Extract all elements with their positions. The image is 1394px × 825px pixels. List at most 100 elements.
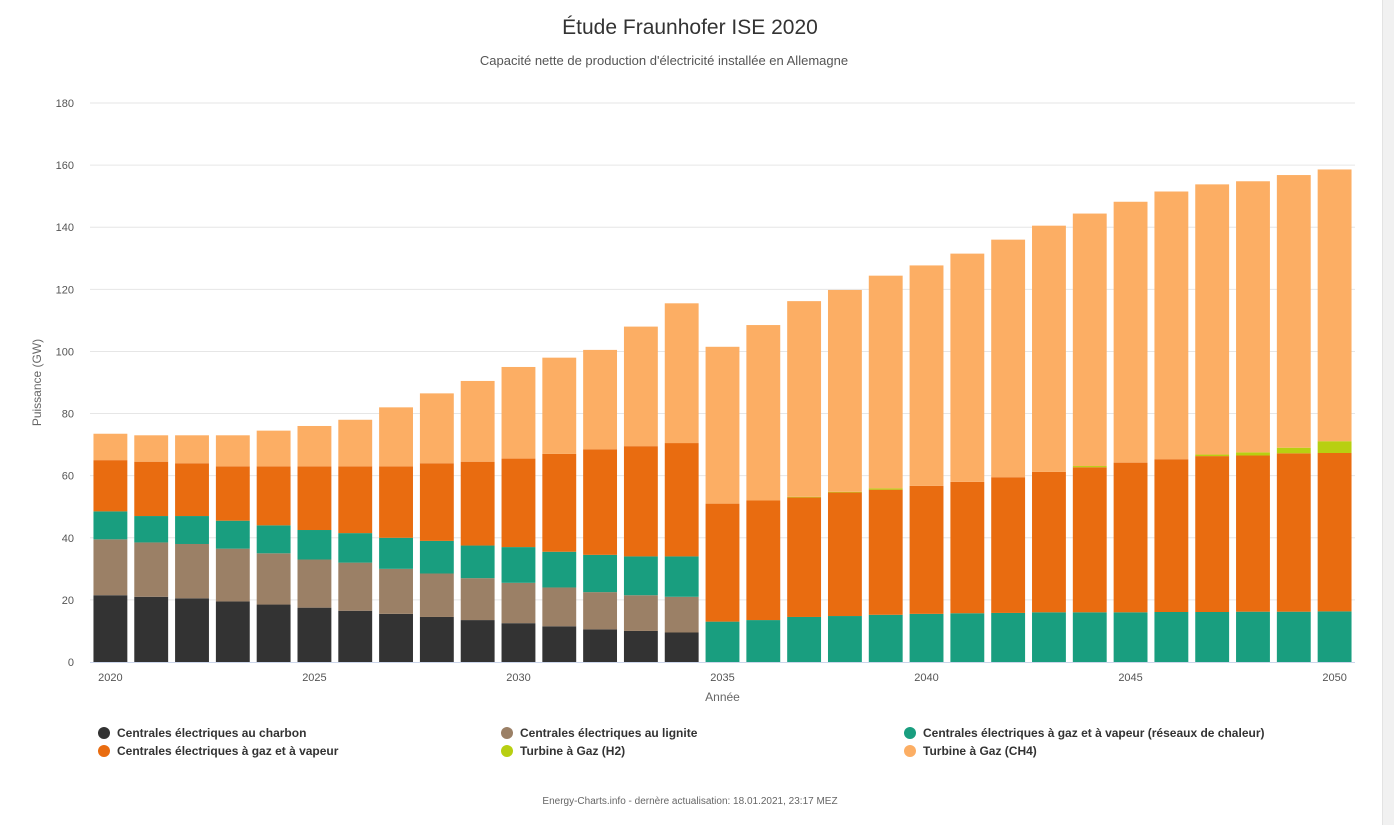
bar-segment[interactable] [175,435,209,464]
bar-segment[interactable] [1032,612,1066,662]
bar-segment[interactable] [1154,459,1189,613]
bar-segment[interactable] [419,393,454,464]
bar-segment[interactable] [623,556,658,596]
bar-segment[interactable] [1072,213,1107,467]
bar-segment[interactable] [338,562,373,611]
bar-segment[interactable] [93,595,128,662]
bar-segment[interactable] [379,537,413,569]
bar-segment[interactable] [542,357,577,454]
bar-segment[interactable] [542,587,577,627]
bar-segment[interactable] [134,542,169,597]
bar-segment[interactable] [583,592,618,630]
bar-segment[interactable] [623,326,658,447]
bar-segment[interactable] [623,446,658,557]
bar-segment[interactable] [827,491,862,493]
bar-segment[interactable] [501,547,536,583]
bar-segment[interactable] [379,407,413,467]
bar-segment[interactable] [460,380,495,462]
bar-segment[interactable] [664,556,699,597]
bar-segment[interactable] [827,289,862,492]
bar-segment[interactable] [460,620,495,662]
bar-segment[interactable] [419,540,454,574]
bar-segment[interactable] [909,613,944,662]
bar-segment[interactable] [542,626,577,662]
bar-segment[interactable] [705,503,740,622]
bar-segment[interactable] [1072,466,1107,468]
bar-segment[interactable] [664,303,699,444]
bar-segment[interactable] [338,533,373,563]
bar-segment[interactable] [542,551,577,588]
bar-segment[interactable] [1154,191,1189,460]
bar-segment[interactable] [909,485,944,614]
bar-segment[interactable] [297,559,332,608]
bar-segment[interactable] [379,466,413,538]
bar-segment[interactable] [787,497,822,617]
bar-segment[interactable] [1236,452,1270,456]
bar-segment[interactable] [1113,612,1148,662]
bar-segment[interactable] [787,301,822,497]
bar-segment[interactable] [297,466,332,531]
bar-segment[interactable] [379,568,413,614]
bar-segment[interactable] [134,435,169,462]
bar-segment[interactable] [1276,453,1311,612]
bar-segment[interactable] [1276,611,1311,662]
bar-segment[interactable] [1317,441,1352,453]
bar-segment[interactable] [419,616,454,662]
bar-segment[interactable] [297,530,332,560]
bar-segment[interactable] [1032,225,1066,472]
bar-segment[interactable] [991,612,1026,662]
bar-segment[interactable] [175,516,209,544]
legend-item-lignite[interactable]: Centrales électriques au lignite [501,725,904,740]
bar-segment[interactable] [175,543,209,599]
bar-segment[interactable] [950,613,985,662]
bar-segment[interactable] [93,511,128,540]
bar-segment[interactable] [1154,612,1189,662]
bar-segment[interactable] [256,525,291,554]
legend-item-turbine-h2[interactable]: Turbine à Gaz (H2) [501,743,904,758]
bar-segment[interactable] [1113,462,1148,613]
bar-segment[interactable] [134,516,169,543]
bar-segment[interactable] [338,466,373,534]
bar-segment[interactable] [419,463,454,541]
bar-segment[interactable] [1072,612,1107,662]
bar-segment[interactable] [1072,467,1107,613]
bar-segment[interactable] [1032,471,1066,613]
bar-segment[interactable] [909,265,944,486]
bar-segment[interactable] [134,596,169,662]
bar-segment[interactable] [501,623,536,662]
bar-segment[interactable] [1195,456,1230,613]
bar-segment[interactable] [1276,447,1311,454]
bar-segment[interactable] [787,616,822,662]
bar-segment[interactable] [746,620,781,662]
bar-segment[interactable] [297,425,332,467]
bar-segment[interactable] [950,481,985,614]
bar-segment[interactable] [419,573,454,617]
bar-segment[interactable] [460,461,495,546]
bar-segment[interactable] [1236,611,1270,662]
bar-segment[interactable] [460,545,495,579]
bar-segment[interactable] [664,443,699,557]
bar-segment[interactable] [93,539,128,596]
bar-segment[interactable] [501,582,536,624]
bar-segment[interactable] [583,629,618,662]
bar-segment[interactable] [623,595,658,631]
bar-segment[interactable] [256,604,291,662]
bar-segment[interactable] [501,458,536,548]
bar-segment[interactable] [868,614,903,662]
bar-segment[interactable] [338,419,373,467]
bar-segment[interactable] [215,466,250,521]
bar-segment[interactable] [664,596,699,633]
bar-segment[interactable] [542,453,577,552]
bar-segment[interactable] [256,430,291,467]
legend-item-charbon[interactable]: Centrales électriques au charbon [98,725,501,740]
legend-item-turbine-ch4[interactable]: Turbine à Gaz (CH4) [904,743,1358,758]
bar-segment[interactable] [175,598,209,662]
bar-segment[interactable] [93,460,128,512]
bar-segment[interactable] [868,488,903,490]
legend-item-ccgt-chaleur[interactable]: Centrales électriques à gaz et à vapeur … [904,725,1358,740]
bar-segment[interactable] [583,554,618,593]
bar-segment[interactable] [297,607,332,662]
bar-segment[interactable] [1317,611,1352,662]
bar-segment[interactable] [215,520,250,549]
bar-segment[interactable] [583,349,618,450]
